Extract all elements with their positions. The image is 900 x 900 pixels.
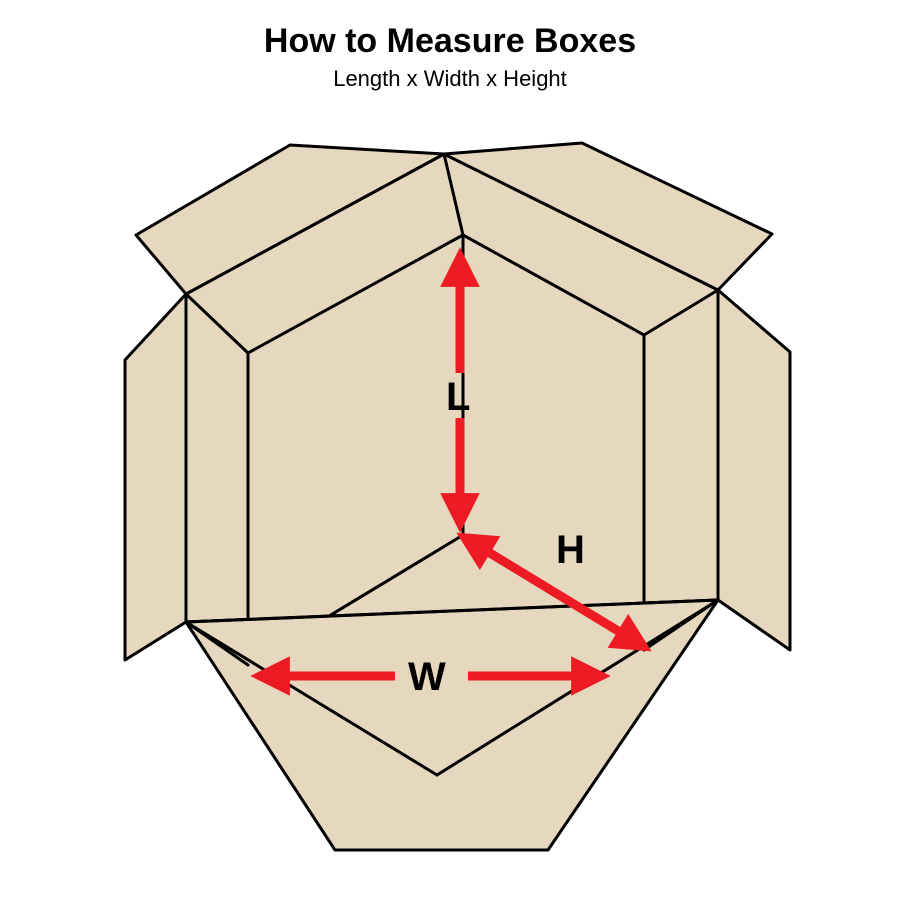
box-diagram: L W H xyxy=(0,0,900,900)
label-W: W xyxy=(408,655,446,699)
label-L: L xyxy=(446,375,470,419)
label-H: H xyxy=(556,528,585,572)
